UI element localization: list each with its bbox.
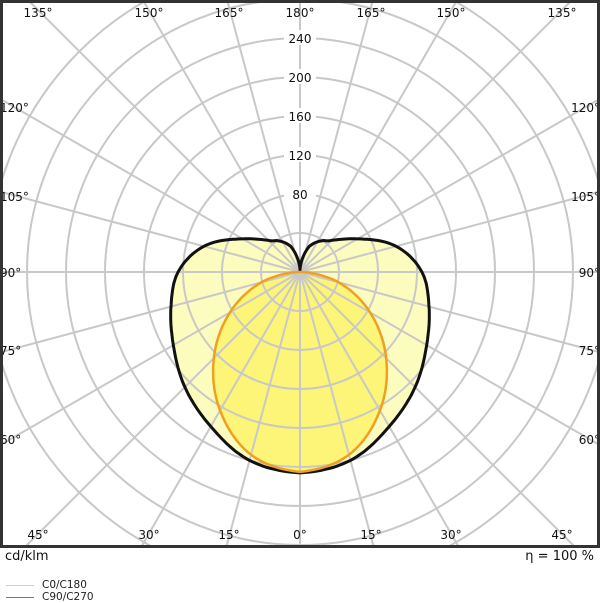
radial-tick-label: 200 [289,71,312,85]
angle-label: 120° [0,101,29,115]
legend-swatch [6,584,34,586]
grid-spoke [1,271,301,446]
grid-spoke [28,1,301,273]
angle-label: 105° [0,190,29,204]
angle-label: 60° [579,433,600,447]
angle-label: 75° [579,344,600,358]
grid-spoke [1,98,301,273]
legend-item-c90-c270: C90/C270 [6,591,94,603]
angle-label: 90° [579,266,600,280]
grid-spoke [299,271,575,546]
unit-label: cd/klm [5,549,49,564]
grid-spoke [299,271,599,446]
grid-spoke [226,1,301,273]
angle-label: 105° [571,190,600,204]
angle-label: 60° [0,433,21,447]
radial-tick-label: 80 [292,188,307,202]
grid-spoke [142,1,301,273]
grid-spoke [299,1,572,273]
radial-tick-label: 160 [289,110,312,124]
grid-spoke [1,190,301,273]
grid-spoke [299,98,599,273]
angle-label: 30° [440,528,461,542]
efficiency-label: η = 100 % [525,549,594,564]
grid-spoke [299,271,460,546]
grid-spoke [299,271,599,354]
radial-tick-label: 120 [289,149,312,163]
angle-label: 165° [357,6,386,20]
radial-tick-label: 240 [289,32,312,46]
angle-label: 45° [551,528,572,542]
angle-label: 120° [571,101,600,115]
grid-spoke [25,271,301,546]
grid-spoke [299,1,374,273]
angle-label: 30° [138,528,159,542]
angle-label: 0° [293,528,307,542]
series-curve-c0-c180 [211,270,389,474]
grid-spoke [299,1,458,273]
angle-label: 150° [135,6,164,20]
legend-label: C90/C270 [42,591,94,603]
plot-frame [0,0,600,548]
grid-spoke [299,271,375,546]
legend-label: C0/C180 [42,579,87,591]
angle-label: 165° [215,6,244,20]
grid-spoke [1,271,301,354]
grid-spoke [140,271,301,546]
legend-item-c0-c180: C0/C180 [6,579,87,591]
polar-intensity-chart: 80 120 160 200 240 135° 150° 165° 180° 165° 150° 13… [0,0,600,548]
angle-label: 45° [27,528,48,542]
legend-swatch [6,596,34,598]
grid-spoke [299,190,599,273]
angle-label: 90° [0,266,21,280]
angle-label: 150° [437,6,466,20]
angle-label: 135° [24,6,53,20]
angle-label: 15° [360,528,381,542]
angle-label: 15° [218,528,239,542]
angle-label: 180° [286,6,315,20]
angle-label: 135° [548,6,577,20]
angle-label: 75° [0,344,21,358]
grid-spoke [225,271,301,546]
